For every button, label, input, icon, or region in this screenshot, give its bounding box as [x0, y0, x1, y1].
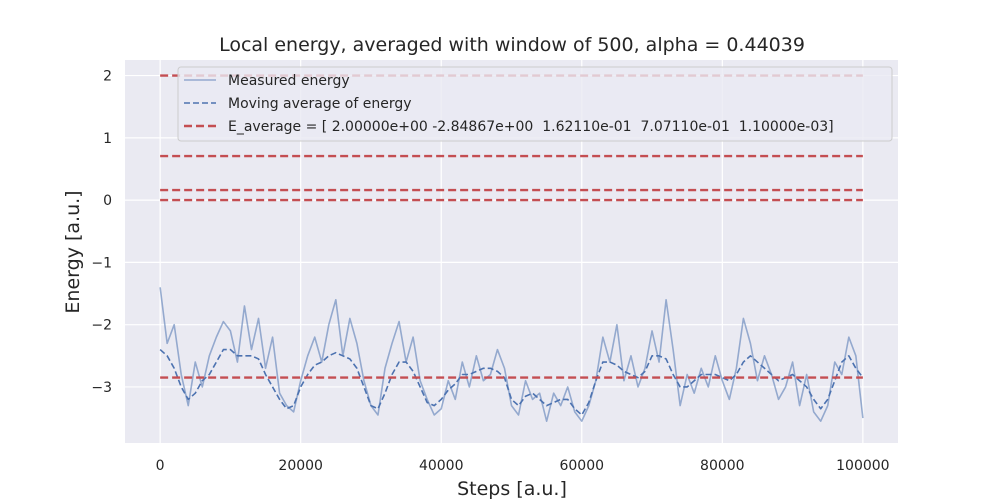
legend-label-measured: Measured energy [228, 73, 350, 89]
y-tick-label: 0 [103, 193, 112, 209]
x-tick-label: 20000 [278, 458, 323, 474]
x-axis-label: Steps [a.u.] [457, 478, 567, 500]
y-axis-label: Energy [a.u.] [62, 190, 84, 313]
tick-labels: 0 20000 40000 60000 80000 100000 2 1 0 −1 −2 −3 [91, 69, 889, 474]
y-tick-label: −3 [91, 380, 112, 396]
x-tick-label: 0 [156, 458, 165, 474]
x-tick-label: 100000 [836, 458, 889, 474]
legend-label-e-average: E_average = [ 2.00000e+00 -2.84867e+00 1… [228, 119, 834, 135]
x-tick-label: 60000 [559, 458, 604, 474]
legend-box [177, 66, 893, 142]
y-tick-label: −1 [91, 255, 112, 271]
x-tick-label: 80000 [700, 458, 745, 474]
x-tick-label: 40000 [419, 458, 464, 474]
chart-title: Local energy, averaged with window of 50… [219, 34, 805, 56]
y-tick-label: 1 [103, 131, 112, 147]
legend: Measured energy Moving average of energy… [177, 66, 893, 142]
legend-label-moving-average: Moving average of energy [228, 96, 412, 112]
y-tick-label: 2 [103, 69, 112, 85]
y-tick-label: −2 [91, 318, 112, 334]
series-measured-energy [159, 287, 864, 423]
series-moving-average [159, 348, 864, 416]
